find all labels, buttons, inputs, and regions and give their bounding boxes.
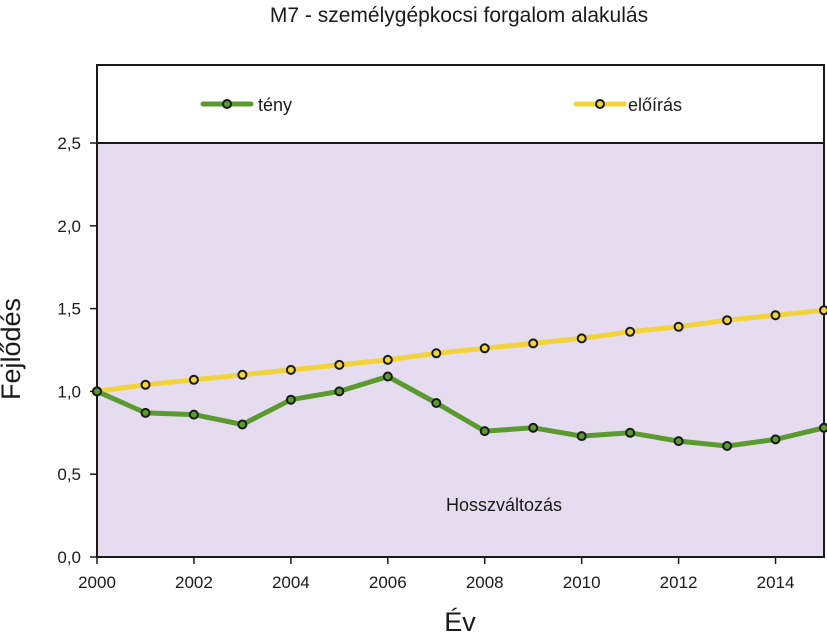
x-tick-label: 2014 xyxy=(757,573,795,592)
data-point-eloiras xyxy=(722,315,733,326)
x-tick-label: 2012 xyxy=(660,573,698,592)
data-point-eloiras xyxy=(431,348,442,359)
y-tick-label: 0,5 xyxy=(57,465,81,484)
data-point-eloiras xyxy=(770,310,781,321)
data-point-teny xyxy=(285,394,296,405)
y-tick-label: 2,0 xyxy=(57,217,81,236)
data-point-eloiras xyxy=(819,305,827,316)
series-line-eloiras xyxy=(94,307,827,394)
data-point-eloiras xyxy=(528,338,539,349)
x-axis-label: Év xyxy=(444,607,476,635)
x-tick-label: 2002 xyxy=(175,573,213,592)
y-axis: 0,0 0,5 1,0 1,5 2,0 2,5 xyxy=(57,134,97,567)
chart-title: M7 - személygépkocsi forgalom alakulás xyxy=(270,4,648,27)
data-point-eloiras xyxy=(382,354,393,365)
data-point-eloiras xyxy=(188,374,199,385)
data-point-teny xyxy=(431,398,442,408)
y-tick-label: 2,5 xyxy=(57,134,81,153)
data-point-eloiras xyxy=(285,364,296,375)
y-tick-label: 1,0 xyxy=(57,382,81,401)
x-axis: 2000 2002 2004 2006 2008 2010 2012 2014 xyxy=(78,557,794,592)
data-point-teny xyxy=(722,441,733,451)
data-point-teny xyxy=(673,436,684,447)
x-tick-label: 2000 xyxy=(78,573,116,592)
y-tick-label: 1,5 xyxy=(57,300,81,319)
x-tick-label: 2004 xyxy=(272,573,310,592)
data-point-teny xyxy=(770,434,781,445)
data-point-eloiras xyxy=(140,379,151,390)
legend-label-eloiras: előírás xyxy=(628,95,682,115)
legend-marker-teny xyxy=(222,99,232,109)
data-point-teny xyxy=(625,427,636,438)
data-point-teny xyxy=(140,407,151,418)
data-point-teny xyxy=(528,422,539,433)
data-point-eloiras xyxy=(576,333,587,344)
data-point-teny xyxy=(237,419,248,430)
data-point-eloiras xyxy=(479,343,490,354)
data-point-eloiras xyxy=(237,369,248,380)
y-axis-label: Fejlődés xyxy=(0,298,26,400)
annotation-hosszvaltozas: Hosszváltozás xyxy=(446,495,562,515)
data-point-teny xyxy=(334,386,345,397)
series-line-teny xyxy=(94,374,827,449)
legend-entry-eloiras: előírás xyxy=(573,95,682,115)
y-tick-label: 0,0 xyxy=(57,548,81,567)
data-point-teny xyxy=(479,426,490,437)
x-tick-label: 2010 xyxy=(563,573,601,592)
legend-entry-teny: tény xyxy=(200,95,292,115)
legend-marker-eloiras xyxy=(595,99,605,109)
data-point-teny xyxy=(819,422,827,433)
data-point-eloiras xyxy=(625,326,636,337)
legend-label-teny: tény xyxy=(258,95,292,115)
data-point-eloiras xyxy=(334,359,345,370)
data-point-teny xyxy=(576,431,587,442)
series-layer xyxy=(92,305,827,451)
data-point-eloiras xyxy=(673,321,684,332)
data-point-teny xyxy=(382,371,393,382)
data-point-teny xyxy=(92,386,102,397)
data-point-teny xyxy=(188,409,199,420)
x-tick-label: 2008 xyxy=(466,573,504,592)
x-tick-label: 2006 xyxy=(369,573,407,592)
